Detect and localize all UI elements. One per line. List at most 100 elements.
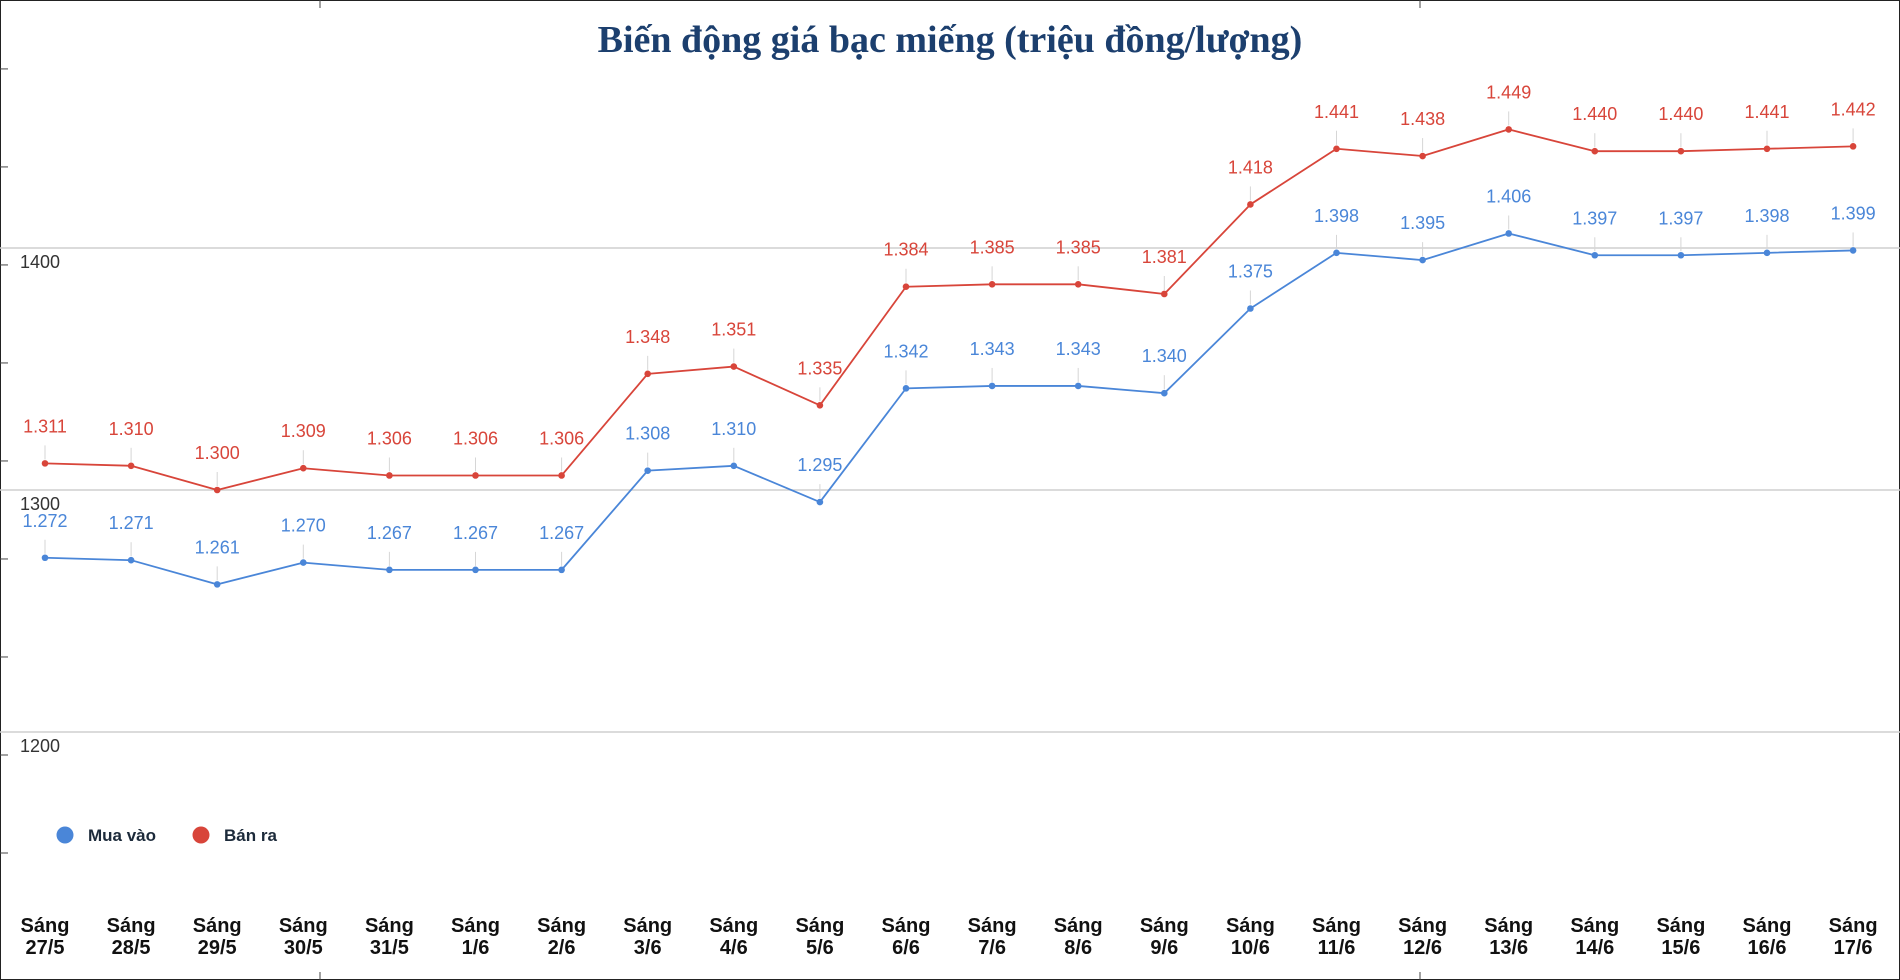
data-point <box>127 462 135 470</box>
data-label: 1.348 <box>625 327 670 347</box>
data-point <box>386 472 393 479</box>
data-label: 1.398 <box>1314 206 1359 226</box>
x-tick-label: Sáng 31/5 <box>365 915 414 959</box>
data-point <box>1333 145 1340 153</box>
data-point <box>1505 126 1512 133</box>
data-label: 1.340 <box>1142 346 1187 366</box>
data-point <box>1591 147 1599 155</box>
data-point <box>213 581 221 588</box>
data-point <box>1419 256 1426 264</box>
legend-label: Bán ra <box>224 826 277 845</box>
data-point <box>1074 382 1082 390</box>
x-tick-label: Sáng 28/5 <box>107 915 156 959</box>
data-point <box>1074 281 1082 288</box>
data-point <box>558 472 565 479</box>
data-point <box>1677 147 1685 155</box>
legend-label: Mua vào <box>88 826 156 845</box>
data-label: 1.306 <box>367 428 412 448</box>
data-label: 1.272 <box>22 511 67 531</box>
data-label: 1.300 <box>195 443 240 463</box>
data-point <box>644 467 651 474</box>
data-point <box>988 382 996 390</box>
legend-marker <box>192 826 210 844</box>
x-tick-label: Sáng 2/6 <box>537 915 586 959</box>
data-point <box>816 402 824 409</box>
data-points <box>41 111 1857 588</box>
legend-marker <box>56 826 74 844</box>
y-tick-label: 1200 <box>20 736 60 756</box>
data-point <box>1247 305 1254 312</box>
data-label: 1.397 <box>1658 208 1703 228</box>
data-point <box>1677 251 1685 259</box>
data-point <box>127 556 135 564</box>
data-label: 1.395 <box>1400 213 1445 233</box>
data-label: 1.398 <box>1744 206 1789 226</box>
data-point <box>41 554 49 562</box>
data-point <box>730 363 738 370</box>
data-label: 1.271 <box>109 513 154 533</box>
data-label: 1.438 <box>1400 109 1445 129</box>
data-label: 1.310 <box>711 419 756 439</box>
data-labels: 1.272 1.271 1.261 1.270 1.267 1.267 1.267 1.308… <box>22 82 1875 557</box>
data-point <box>902 283 910 291</box>
x-tick-label: Sáng 9/6 <box>1140 915 1189 959</box>
x-tick-label: Sáng 8/6 <box>1054 915 1103 959</box>
data-point <box>41 460 49 467</box>
x-tick-label: Sáng 7/6 <box>968 915 1017 959</box>
data-label: 1.343 <box>970 339 1015 359</box>
data-point <box>988 281 996 288</box>
x-tick-label: Sáng 10/6 <box>1226 915 1275 959</box>
data-label: 1.311 <box>23 416 67 436</box>
data-point <box>558 566 565 574</box>
data-label: 1.441 <box>1314 102 1359 122</box>
data-point <box>213 486 221 494</box>
data-point <box>1419 152 1426 160</box>
x-tick-label: Sáng 11/6 <box>1312 915 1361 959</box>
data-label: 1.418 <box>1228 157 1273 177</box>
data-point <box>1591 251 1599 259</box>
data-label: 1.267 <box>539 523 584 543</box>
data-point <box>730 462 738 470</box>
data-label: 1.441 <box>1744 102 1789 122</box>
x-tick-label: Sáng 16/6 <box>1743 915 1792 959</box>
data-label: 1.267 <box>453 523 498 543</box>
data-label: 1.308 <box>625 424 670 444</box>
y-tick-label: 1300 <box>20 494 60 514</box>
x-axis-ticks: Sáng 27/5 Sáng 28/5 Sáng 29/5 Sáng 30/5 Sáng 31/5… <box>21 915 1878 959</box>
data-label: 1.442 <box>1831 99 1876 119</box>
data-point <box>1849 143 1857 150</box>
data-point <box>1505 230 1512 237</box>
data-label: 1.295 <box>797 455 842 475</box>
data-label: 1.440 <box>1572 104 1617 124</box>
data-label: 1.351 <box>711 320 756 340</box>
x-tick-label: Sáng 4/6 <box>709 915 758 959</box>
data-label: 1.397 <box>1572 208 1617 228</box>
data-label: 1.306 <box>539 428 584 448</box>
legend: Mua vào Bán ra <box>56 826 277 845</box>
data-point <box>1763 145 1771 153</box>
data-point <box>902 385 910 392</box>
data-point <box>1247 201 1254 208</box>
data-label: 1.261 <box>195 537 240 557</box>
data-label: 1.385 <box>1056 237 1101 257</box>
x-tick-label: Sáng 29/5 <box>193 915 242 959</box>
data-label: 1.335 <box>797 358 842 378</box>
x-tick-label: Sáng 14/6 <box>1570 915 1619 959</box>
data-label: 1.310 <box>109 419 154 439</box>
data-point <box>1763 249 1771 257</box>
x-tick-label: Sáng 12/6 <box>1398 915 1447 959</box>
x-tick-label: Sáng 3/6 <box>623 915 672 959</box>
data-label: 1.342 <box>883 341 928 361</box>
data-point <box>1161 389 1168 397</box>
data-label: 1.406 <box>1486 186 1531 206</box>
data-label: 1.381 <box>1142 247 1187 267</box>
x-tick-label: Sáng 27/5 <box>21 915 70 959</box>
x-tick-label: Sáng 1/6 <box>451 915 500 959</box>
data-label: 1.399 <box>1831 203 1876 223</box>
data-label: 1.309 <box>281 421 326 441</box>
y-tick-label: 1400 <box>20 252 60 272</box>
x-tick-label: Sáng 6/6 <box>882 915 931 959</box>
data-label: 1.270 <box>281 516 326 536</box>
data-point <box>472 472 479 479</box>
